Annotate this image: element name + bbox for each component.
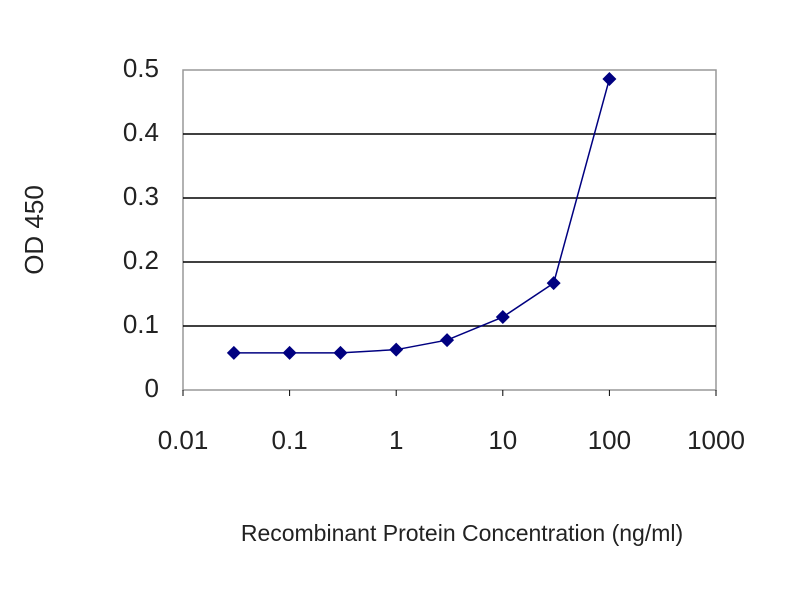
x-tick-label: 1000 <box>687 425 745 455</box>
y-tick-label: 0 <box>145 373 159 403</box>
data-line <box>233 78 611 354</box>
x-tick-label: 10 <box>488 425 517 455</box>
x-tick-label: 1 <box>389 425 403 455</box>
marker <box>440 333 455 348</box>
y-tick-label: 0.2 <box>123 245 159 275</box>
marker <box>226 345 241 360</box>
x-tick-label: 0.1 <box>272 425 308 455</box>
marker <box>602 71 617 86</box>
x-tick-label: 100 <box>588 425 631 455</box>
x-tick-label: 0.01 <box>158 425 209 455</box>
marker <box>333 345 348 360</box>
marker <box>389 342 404 357</box>
y-tick-label: 0.5 <box>123 53 159 83</box>
x-axis-label: Recombinant Protein Concentration (ng/ml… <box>241 520 683 546</box>
y-axis-label: OD 450 <box>19 185 49 275</box>
y-tick-label: 0.3 <box>123 181 159 211</box>
y-tick-label: 0.1 <box>123 309 159 339</box>
marker <box>495 310 510 325</box>
marker <box>546 276 561 291</box>
y-tick-label: 0.4 <box>123 117 159 147</box>
marker <box>282 345 297 360</box>
